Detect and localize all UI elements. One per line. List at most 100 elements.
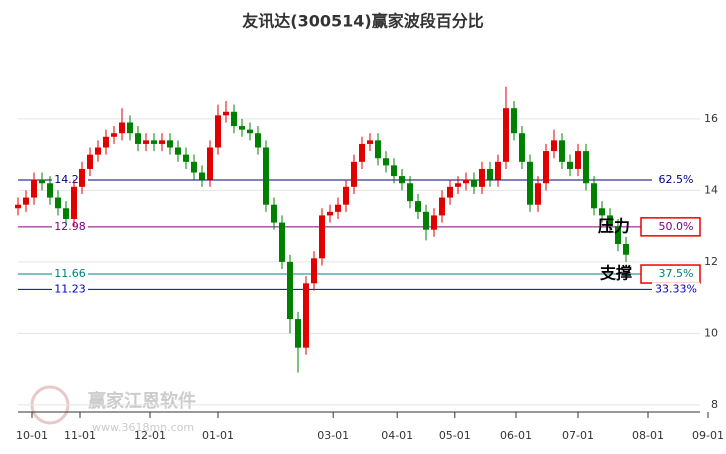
y-tick-label: 12 xyxy=(704,255,718,268)
candle-body xyxy=(415,201,421,212)
candle-body xyxy=(31,179,37,198)
candle-body xyxy=(39,179,45,184)
candle-body xyxy=(15,204,21,209)
y-tick-label: 14 xyxy=(704,183,718,196)
candle-body xyxy=(191,161,197,173)
candle-body xyxy=(111,133,117,137)
annotation: 支撑 xyxy=(599,264,632,283)
candle-body xyxy=(375,140,381,159)
candle-body xyxy=(327,211,333,216)
level-label-bg xyxy=(52,219,88,233)
x-tick-label: 05-01 xyxy=(439,429,471,442)
candle-body xyxy=(447,186,453,198)
candle-body xyxy=(359,143,365,162)
candle-body xyxy=(135,133,141,144)
candle-body xyxy=(159,140,165,144)
candle-body xyxy=(127,122,133,134)
candle-body xyxy=(79,168,85,187)
candle-body xyxy=(63,208,69,219)
candle-body xyxy=(287,261,293,320)
watermark-url: www.3618mn.com xyxy=(92,421,194,434)
candle-body xyxy=(223,111,229,116)
candle-body xyxy=(87,154,93,169)
candle-body xyxy=(487,168,493,180)
x-tick-label: 11-01 xyxy=(64,429,96,442)
candle-body xyxy=(239,126,245,130)
candle-body xyxy=(215,115,221,148)
x-tick-label: 01-01 xyxy=(202,429,234,442)
level-label-bg xyxy=(52,267,88,281)
watermark: 赢家江恩软件 xyxy=(88,390,196,412)
candle-body xyxy=(319,215,325,259)
candle-body xyxy=(207,147,213,180)
x-tick-label: 03-01 xyxy=(317,429,349,442)
candle-body xyxy=(471,179,477,187)
candle-body xyxy=(543,151,549,184)
candle-body xyxy=(151,140,157,144)
candle-body xyxy=(351,161,357,187)
candle-body xyxy=(527,161,533,205)
level-label: 37.5% xyxy=(659,267,694,280)
candle-body xyxy=(23,197,29,205)
candle-body xyxy=(383,158,389,166)
candle-body xyxy=(623,244,629,255)
candle-body xyxy=(575,151,581,169)
candle-body xyxy=(607,215,613,227)
x-tick-label: 07-01 xyxy=(562,429,594,442)
candle-body xyxy=(167,140,173,148)
candle-body xyxy=(295,319,301,348)
candle-body xyxy=(455,183,461,187)
candle-body xyxy=(503,108,509,162)
x-tick-label: 10-01 xyxy=(16,429,48,442)
candle-body xyxy=(247,129,253,134)
candle-body xyxy=(263,147,269,205)
level-value: 11.23 xyxy=(54,282,86,295)
candle-body xyxy=(47,183,53,198)
candle-body xyxy=(143,140,149,144)
x-tick-label: 09-01 xyxy=(692,429,724,442)
x-tick-label: 12-01 xyxy=(134,429,166,442)
candle-body xyxy=(231,111,237,127)
candle-body xyxy=(95,147,101,155)
x-tick-label: 04-01 xyxy=(381,429,413,442)
candle-body xyxy=(255,133,261,148)
candle-body xyxy=(343,186,349,205)
candle-body xyxy=(535,183,541,205)
candle-body xyxy=(399,176,405,184)
candle-body xyxy=(183,154,189,162)
level-box xyxy=(640,217,701,237)
candle-body xyxy=(311,258,317,284)
level-label: 50.0% xyxy=(659,220,694,233)
chart-title: 友讯达(300514)赢家波段百分比 xyxy=(242,12,483,31)
y-tick-label: 10 xyxy=(704,326,718,339)
candle-body xyxy=(495,161,501,180)
candle-body xyxy=(335,204,341,212)
candle-body xyxy=(55,197,61,209)
candle-body xyxy=(519,133,525,162)
level-label-bg xyxy=(652,173,700,187)
y-tick-label: 16 xyxy=(704,112,718,125)
annotation: 压力 xyxy=(598,216,630,235)
x-tick-label: 06-01 xyxy=(500,429,532,442)
candle-body xyxy=(591,183,597,209)
candle-body xyxy=(551,140,557,152)
candle-body xyxy=(103,136,109,148)
candle-body xyxy=(463,179,469,184)
candle-body xyxy=(615,226,621,245)
candle-body xyxy=(303,283,309,348)
candle-body xyxy=(431,215,437,230)
candle-body xyxy=(271,204,277,223)
candle-body xyxy=(599,208,605,216)
candle-body xyxy=(423,211,429,230)
candle-body xyxy=(367,140,373,144)
level-value: 12.98 xyxy=(54,220,86,233)
level-label: 62.5% xyxy=(659,173,694,186)
candle-body xyxy=(407,183,413,202)
x-tick-label: 08-01 xyxy=(632,429,664,442)
candle-body xyxy=(567,161,573,169)
level-label-bg xyxy=(52,282,88,296)
candle-body xyxy=(175,147,181,155)
candle-body xyxy=(583,151,589,184)
level-label-bg xyxy=(652,282,700,296)
level-value: 14.29 xyxy=(54,173,86,186)
